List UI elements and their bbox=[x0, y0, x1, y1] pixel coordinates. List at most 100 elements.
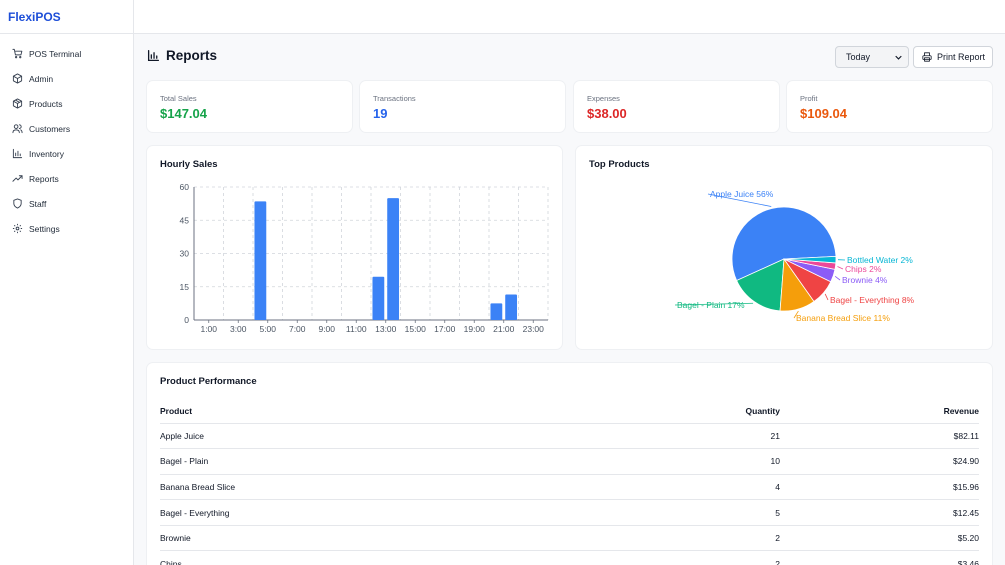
card-title: Top Products bbox=[589, 159, 650, 170]
bar[interactable] bbox=[372, 276, 385, 320]
hourly-sales-card: Hourly Sales 0 15 30 45 60 1:00 3:00 5:00 7:00 9:… bbox=[147, 146, 562, 349]
hourly-sales-chart: 0 15 30 45 60 1:00 3:00 5:00 7:00 9:00 11:00 13:00 1… bbox=[180, 182, 549, 334]
pie-label-line bbox=[707, 193, 772, 207]
page-title: Reports bbox=[147, 48, 217, 63]
revenue-cell: $5.20 bbox=[780, 525, 979, 552]
sidebar-item-inventory[interactable]: Inventory bbox=[0, 141, 133, 166]
stat-card-profit: Profit $109.04 bbox=[787, 81, 992, 132]
cart-icon bbox=[12, 48, 23, 59]
pie-label: Brownie 4% bbox=[842, 275, 888, 285]
revenue-cell: $24.90 bbox=[780, 448, 979, 475]
pie-label: Banana Bread Slice 11% bbox=[796, 313, 890, 323]
bar[interactable] bbox=[505, 294, 518, 320]
print-report-button[interactable]: Print Report bbox=[913, 46, 993, 68]
shield-icon bbox=[12, 198, 23, 209]
print-report-label: Print Report bbox=[937, 52, 986, 62]
table-header-row: Product Quantity Revenue bbox=[160, 399, 979, 424]
y-tick-label: 0 bbox=[184, 315, 189, 325]
stat-value: $38.00 bbox=[587, 106, 627, 121]
sidebar-item-label: Reports bbox=[29, 173, 59, 184]
sidebar-item-label: Admin bbox=[29, 73, 54, 84]
users-icon bbox=[12, 123, 23, 134]
package-icon bbox=[12, 98, 23, 109]
bar[interactable] bbox=[490, 303, 503, 320]
pie-label-line bbox=[793, 310, 799, 319]
top-bar bbox=[134, 0, 1005, 34]
box-icon bbox=[12, 73, 23, 84]
product-cell: Banana Bread Slice bbox=[160, 474, 580, 501]
stat-label: Expenses bbox=[587, 94, 620, 103]
sidebar-item-settings[interactable]: Settings bbox=[0, 216, 133, 241]
stat-value: $109.04 bbox=[800, 106, 847, 121]
pie-label: Apple Juice 56% bbox=[710, 189, 774, 199]
top-products-card: Top Products Apple Juice 56% Bagel - Plai… bbox=[576, 146, 992, 349]
pie-slice[interactable] bbox=[731, 206, 837, 282]
x-tick-label: 7:00 bbox=[289, 324, 306, 334]
revenue-cell: $82.11 bbox=[780, 423, 979, 450]
product-performance-table: Product Quantity Revenue Apple Juice 21 … bbox=[160, 399, 979, 565]
sidebar-item-reports[interactable]: Reports bbox=[0, 166, 133, 191]
quantity-cell: 4 bbox=[580, 474, 780, 501]
revenue-cell: $3.46 bbox=[780, 550, 979, 565]
revenue-cell: $12.45 bbox=[780, 499, 979, 526]
page-title-text: Reports bbox=[166, 48, 218, 63]
pie-slice[interactable] bbox=[736, 258, 785, 312]
stat-label: Total Sales bbox=[160, 94, 197, 103]
x-tick-label: 9:00 bbox=[318, 324, 335, 334]
reports-page: Reports Today Print Report Total Sales $… bbox=[134, 34, 1005, 565]
x-tick-label: 17:00 bbox=[434, 324, 456, 334]
x-tick-label: 13:00 bbox=[375, 324, 397, 334]
quantity-cell: 5 bbox=[580, 499, 780, 526]
top-products-pie-chart: Apple Juice 56% Bagel - Plain 17% Banana B… bbox=[674, 189, 915, 323]
table-row: Banana Bread Slice 4 $15.96 bbox=[160, 474, 979, 501]
quantity-cell: 21 bbox=[580, 423, 780, 450]
stat-value: 19 bbox=[373, 106, 388, 121]
sidebar-item-products[interactable]: Products bbox=[0, 91, 133, 116]
sidebar-item-admin[interactable]: Admin bbox=[0, 66, 133, 91]
revenue-cell: $15.96 bbox=[780, 474, 979, 501]
pie-label-line bbox=[824, 293, 829, 301]
x-tick-label: 21:00 bbox=[493, 324, 515, 334]
x-tick-label: 11:00 bbox=[346, 324, 367, 334]
quantity-cell: 10 bbox=[580, 448, 780, 475]
stat-card-transactions: Transactions 19 bbox=[360, 81, 565, 132]
stat-card-total-sales: Total Sales $147.04 bbox=[147, 81, 352, 132]
column-header-product: Product bbox=[160, 399, 580, 424]
printer-icon bbox=[922, 52, 932, 62]
product-cell: Apple Juice bbox=[160, 423, 580, 450]
product-cell: Bagel - Everything bbox=[160, 499, 580, 526]
sidebar-item-staff[interactable]: Staff bbox=[0, 191, 133, 216]
stat-value: $147.04 bbox=[160, 106, 207, 121]
table-row: Brownie 2 $5.20 bbox=[160, 525, 979, 552]
bar-chart-icon bbox=[147, 49, 160, 62]
pie-label-line bbox=[834, 276, 841, 281]
sidebar-item-label: Inventory bbox=[29, 148, 64, 159]
pie-slice[interactable] bbox=[783, 255, 837, 264]
pie-label: Bottled Water 2% bbox=[847, 255, 913, 265]
x-tick-label: 3:00 bbox=[230, 324, 247, 334]
app-logo[interactable]: FlexiPOS bbox=[0, 0, 133, 34]
period-select-value: Today bbox=[846, 52, 871, 62]
y-tick-label: 60 bbox=[180, 182, 190, 192]
quantity-cell: 2 bbox=[580, 550, 780, 565]
sidebar-item-label: Settings bbox=[29, 223, 60, 234]
stat-card-expenses: Expenses $38.00 bbox=[574, 81, 779, 132]
bar[interactable] bbox=[387, 198, 400, 320]
sidebar-item-pos-terminal[interactable]: POS Terminal bbox=[0, 41, 133, 66]
product-cell: Chips bbox=[160, 550, 580, 565]
product-cell: Brownie bbox=[160, 525, 580, 552]
sidebar-item-customers[interactable]: Customers bbox=[0, 116, 133, 141]
period-select[interactable]: Today bbox=[835, 46, 909, 68]
chevron-down-icon bbox=[895, 54, 902, 61]
gear-icon bbox=[12, 223, 23, 234]
bar-chart-icon bbox=[12, 148, 23, 159]
column-header-quantity: Quantity bbox=[580, 399, 780, 424]
x-tick-label: 19:00 bbox=[464, 324, 486, 334]
table-row: Bagel - Everything 5 $12.45 bbox=[160, 499, 979, 526]
table-row: Chips 2 $3.46 bbox=[160, 550, 979, 565]
pie-label: Chips 2% bbox=[845, 264, 882, 274]
sidebar-item-label: Customers bbox=[29, 123, 71, 134]
product-cell: Bagel - Plain bbox=[160, 448, 580, 475]
bar[interactable] bbox=[254, 201, 267, 320]
table-row: Bagel - Plain 10 $24.90 bbox=[160, 448, 979, 475]
